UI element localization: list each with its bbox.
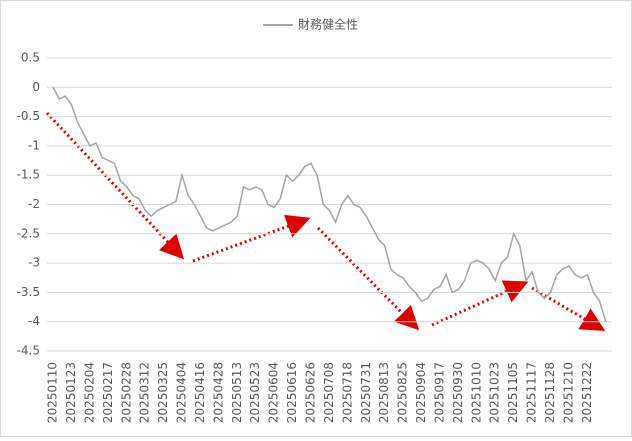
x-tick-label: 20250718: [340, 362, 354, 423]
x-tick-label: 20250428: [211, 362, 225, 423]
y-tick-label: -2: [28, 197, 40, 211]
y-tick-label: -1: [28, 138, 40, 152]
x-tick-label: 20250312: [138, 362, 152, 423]
x-tick-label: 20250917: [432, 362, 446, 423]
x-tick-label: 20250616: [285, 362, 299, 423]
x-tick-label: 20251128: [543, 362, 557, 423]
x-tick-label: 20250825: [396, 362, 410, 423]
y-tick-label: -2.5: [17, 226, 40, 240]
x-tick-label: 20250110: [46, 362, 60, 423]
x-tick-label: 20251222: [580, 362, 594, 423]
x-tick-label: 20250523: [248, 362, 262, 423]
x-tick-label: 20250813: [377, 362, 391, 423]
x-tick-label: 20251023: [488, 362, 502, 423]
x-tick-label: 20250217: [101, 362, 115, 423]
x-tick-label: 20250626: [304, 362, 318, 423]
x-tick-label: 20251105: [506, 362, 520, 423]
y-tick-label: -4: [28, 314, 40, 328]
x-tick-label: 20250123: [64, 362, 78, 423]
x-tick-label: 20250513: [230, 362, 244, 423]
y-tick-label: -1.5: [17, 168, 40, 182]
x-tick-label: 20250416: [193, 362, 207, 423]
x-tick-label: 20250708: [322, 362, 336, 423]
y-tick-label: -4.5: [17, 344, 40, 358]
y-tick-label: -0.5: [17, 109, 40, 123]
x-tick-label: 20250604: [267, 362, 281, 423]
x-tick-label: 20251210: [561, 362, 575, 423]
x-tick-label: 20250228: [119, 362, 133, 423]
y-tick-label: -3.5: [17, 285, 40, 299]
x-tick-label: 20251117: [525, 362, 539, 423]
y-tick-label: 0.5: [21, 51, 40, 65]
y-tick-label: -3: [28, 256, 40, 270]
x-tick-label: 20251010: [469, 362, 483, 423]
x-tick-label: 20250904: [414, 362, 428, 423]
x-tick-label: 20250325: [156, 362, 170, 423]
y-tick-label: 0: [32, 80, 40, 94]
x-tick-label: 20250930: [451, 362, 465, 423]
legend-label: 財務健全性: [298, 17, 358, 32]
x-tick-label: 20250404: [175, 362, 189, 423]
x-tick-label: 20250731: [359, 362, 373, 423]
data-line: [52, 86, 607, 322]
x-tick-label: 20250204: [82, 362, 96, 423]
